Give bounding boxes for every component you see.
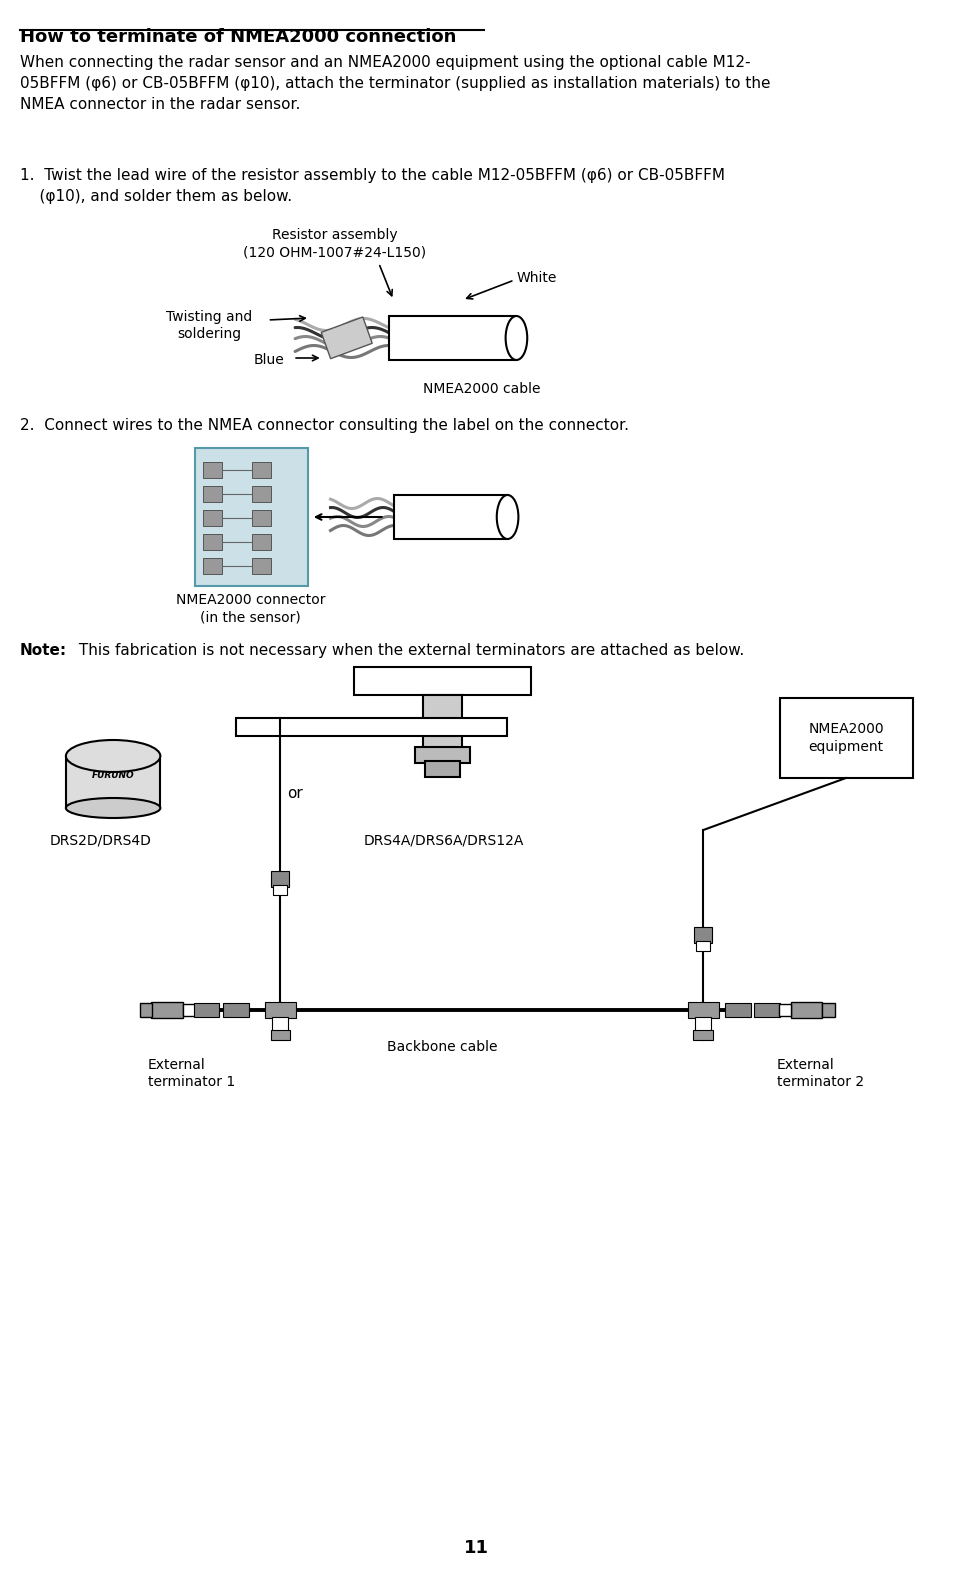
Text: External
terminator 2: External terminator 2 (777, 1059, 864, 1089)
Bar (425, 762, 461, 777)
Bar (139, 1003, 153, 1018)
Ellipse shape (66, 798, 161, 818)
Text: NMEA2000
equipment: NMEA2000 equipment (808, 722, 884, 754)
Bar (252, 558, 271, 574)
Bar (202, 534, 223, 550)
Bar (202, 487, 223, 502)
Bar (195, 449, 308, 586)
Bar (725, 1003, 750, 1018)
Bar (694, 927, 712, 943)
Text: FURUNO: FURUNO (92, 771, 135, 779)
Ellipse shape (497, 495, 519, 539)
Bar (779, 1003, 791, 1016)
Bar (271, 871, 289, 886)
Bar (354, 667, 531, 695)
Bar (183, 1003, 195, 1016)
Bar (687, 1002, 719, 1018)
Bar (791, 1002, 823, 1018)
Bar (66, 755, 161, 807)
Text: NMEA2000 connector
(in the sensor): NMEA2000 connector (in the sensor) (176, 592, 325, 624)
Text: DRS2D/DRS4D: DRS2D/DRS4D (49, 833, 151, 847)
Text: External
terminator 1: External terminator 1 (147, 1059, 235, 1089)
Text: Blue: Blue (254, 352, 285, 367)
Text: This fabrication is not necessary when the external terminators are attached as : This fabrication is not necessary when t… (74, 643, 744, 657)
Bar (224, 1003, 249, 1018)
Bar (202, 558, 223, 574)
Text: 1.  Twist the lead wire of the resistor assembly to the cable M12-05BFFM (φ6) or: 1. Twist the lead wire of the resistor a… (19, 167, 725, 204)
Ellipse shape (505, 316, 528, 360)
Bar (695, 1018, 711, 1032)
Bar (272, 1018, 288, 1032)
Bar (202, 510, 223, 526)
Bar (274, 885, 287, 894)
Bar (236, 717, 506, 736)
Bar (780, 698, 913, 777)
Bar (388, 316, 517, 360)
Bar (252, 510, 271, 526)
Text: Backbone cable: Backbone cable (387, 1040, 498, 1054)
Bar (696, 942, 711, 951)
Text: 11: 11 (464, 1539, 489, 1556)
Bar (151, 1002, 183, 1018)
Bar (693, 1030, 713, 1040)
Bar (194, 1003, 220, 1018)
Text: or: or (287, 785, 303, 801)
Bar (415, 747, 470, 763)
Text: How to terminate of NMEA2000 connection: How to terminate of NMEA2000 connection (19, 28, 456, 46)
Bar (264, 1002, 296, 1018)
Bar (202, 461, 223, 479)
Bar (252, 534, 271, 550)
Text: 2.  Connect wires to the NMEA connector consulting the label on the connector.: 2. Connect wires to the NMEA connector c… (19, 419, 628, 433)
Text: When connecting the radar sensor and an NMEA2000 equipment using the optional ca: When connecting the radar sensor and an … (19, 55, 771, 112)
Ellipse shape (66, 739, 161, 773)
Text: Resistor assembly
(120 OHM-1007#24-L150): Resistor assembly (120 OHM-1007#24-L150) (243, 228, 426, 259)
Text: Note:: Note: (19, 643, 67, 657)
Text: White: White (517, 272, 557, 284)
Bar (252, 461, 271, 479)
Bar (423, 695, 463, 750)
Bar (270, 1030, 290, 1040)
Bar (321, 318, 373, 359)
Text: Twisting and
soldering: Twisting and soldering (166, 310, 253, 341)
Bar (754, 1003, 780, 1018)
Bar (252, 487, 271, 502)
Bar (823, 1003, 835, 1018)
Text: DRS4A/DRS6A/DRS12A: DRS4A/DRS6A/DRS12A (364, 833, 525, 847)
Bar (394, 495, 507, 539)
Text: NMEA2000 cable: NMEA2000 cable (423, 382, 541, 397)
